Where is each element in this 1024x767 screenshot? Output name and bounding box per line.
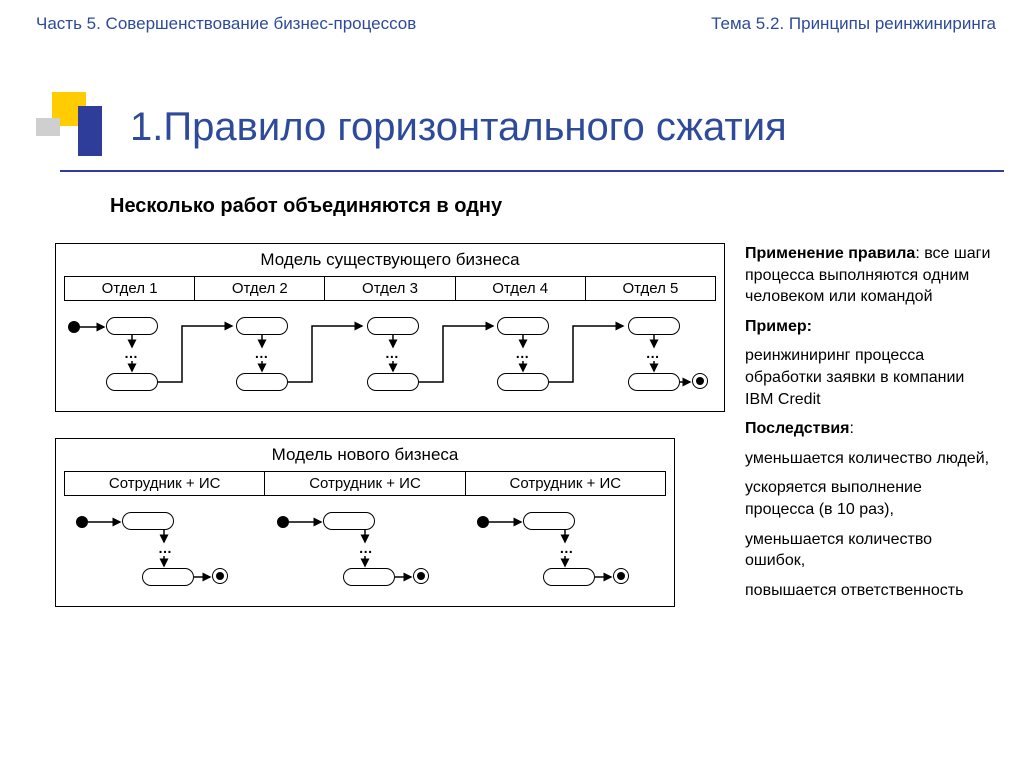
flow-cell: … (64, 506, 265, 596)
end-ring-icon (692, 373, 708, 389)
header-left: Часть 5. Совершенствование бизнес-процес… (36, 14, 416, 34)
ellipsis-icon: … (254, 345, 268, 361)
flow-node (323, 512, 375, 530)
start-dot-icon (68, 321, 80, 333)
flow-cell: … (455, 311, 585, 401)
decorative-squares (36, 92, 96, 172)
header-right: Тема 5.2. Принципы реинжиниринга (711, 14, 996, 34)
flow-node (497, 373, 549, 391)
ellipsis-icon: … (515, 345, 529, 361)
sidebar-p2-text: реинжиниринг процесса обработки заявки в… (745, 345, 995, 410)
sidebar-p2-label: Пример: (745, 316, 995, 338)
model-new-title: Модель нового бизнеса (64, 445, 666, 465)
emp-cell: Сотрудник + ИС (264, 471, 465, 496)
dept-cell: Отдел 3 (324, 276, 455, 301)
sidebar-p1-label: Применение правила (745, 245, 915, 262)
ellipsis-icon: … (158, 540, 172, 556)
dept-row: Отдел 1 Отдел 2 Отдел 3 Отдел 4 Отдел 5 (64, 276, 716, 301)
slide-subtitle: Несколько работ объединяются в одну (110, 195, 502, 218)
flow-node (343, 568, 395, 586)
end-ring-icon (413, 568, 429, 584)
flow-node (543, 568, 595, 586)
flow-node (122, 512, 174, 530)
start-dot-icon (277, 516, 289, 528)
flow-node (236, 317, 288, 335)
emp-cell: Сотрудник + ИС (64, 471, 265, 496)
dept-cell: Отдел 4 (455, 276, 586, 301)
sidebar-p3: Последствия: (745, 418, 995, 440)
title-underline (60, 170, 1004, 172)
sidebar-p2-b: Пример: (745, 318, 812, 335)
end-ring-icon (613, 568, 629, 584)
emp-cell: Сотрудник + ИС (465, 471, 666, 496)
sidebar-c2: ускоряется выполнение процесса (в 10 раз… (745, 477, 995, 520)
sidebar-p3-colon: : (850, 420, 854, 437)
flow-node (628, 317, 680, 335)
ellipsis-icon: … (559, 540, 573, 556)
slide-title: 1.Правило горизонтального сжатия (130, 105, 787, 150)
ellipsis-icon: … (359, 540, 373, 556)
dept-cell: Отдел 5 (585, 276, 716, 301)
start-dot-icon (76, 516, 88, 528)
model-new-box: Модель нового бизнеса Сотрудник + ИС Сот… (55, 438, 675, 607)
flow-node (628, 373, 680, 391)
sidebar-p1: Применение правила: все шаги процесса вы… (745, 243, 995, 308)
flow-cell: … (325, 311, 455, 401)
sidebar-text: Применение правила: все шаги процесса вы… (745, 243, 995, 609)
flow-node (106, 373, 158, 391)
sidebar-c4: повышается ответственность (745, 580, 995, 602)
model-existing-box: Модель существующего бизнеса Отдел 1 Отд… (55, 243, 725, 412)
sidebar-p3-label: Последствия (745, 420, 850, 437)
start-dot-icon (477, 516, 489, 528)
dept-cell: Отдел 1 (64, 276, 195, 301)
slide-header: Часть 5. Совершенствование бизнес-процес… (0, 0, 1024, 34)
ellipsis-icon: … (646, 345, 660, 361)
flow-cell: … (64, 311, 194, 401)
flow-node (367, 373, 419, 391)
diagram-area: Модель существующего бизнеса Отдел 1 Отд… (55, 243, 725, 633)
flow-cell: … (265, 506, 466, 596)
sidebar-c3: уменьшается количество ошибок, (745, 529, 995, 572)
flow-node (497, 317, 549, 335)
end-ring-icon (212, 568, 228, 584)
sidebar-c1: уменьшается количество людей, (745, 448, 995, 470)
flow-node (236, 373, 288, 391)
flow-node (106, 317, 158, 335)
flow-row-new: … … (64, 506, 666, 596)
ellipsis-icon: … (124, 345, 138, 361)
flow-cell: … (465, 506, 666, 596)
flow-node (367, 317, 419, 335)
ellipsis-icon: … (385, 345, 399, 361)
flow-cell: … (194, 311, 324, 401)
flow-node (523, 512, 575, 530)
flow-node (142, 568, 194, 586)
model-existing-title: Модель существующего бизнеса (64, 250, 716, 270)
flow-row-existing: … … (64, 311, 716, 401)
flow-cell: … (586, 311, 716, 401)
square-blue-icon (78, 106, 102, 156)
emp-row: Сотрудник + ИС Сотрудник + ИС Сотрудник … (64, 471, 666, 496)
dept-cell: Отдел 2 (194, 276, 325, 301)
square-gray-icon (36, 118, 60, 136)
